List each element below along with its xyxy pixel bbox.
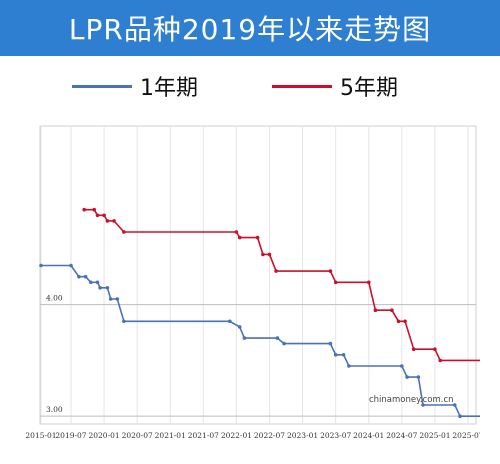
legend: 1年期 5年期 xyxy=(0,68,500,104)
data-point-1y xyxy=(333,353,338,357)
data-point-5y xyxy=(411,347,416,351)
x-tick-label: 2024-01 xyxy=(353,431,384,440)
data-point-1y xyxy=(69,263,73,268)
x-tick-label: 2021-01 xyxy=(155,431,186,440)
data-point-1y xyxy=(416,375,421,379)
data-point-5y xyxy=(333,280,338,285)
data-point-5y xyxy=(433,347,437,351)
data-point-5y xyxy=(95,213,100,218)
legend-item-1y: 1年期 xyxy=(72,68,198,104)
data-point-1y xyxy=(89,280,93,285)
data-point-5y xyxy=(102,213,106,218)
data-point-5y xyxy=(373,308,378,312)
data-point-1y xyxy=(39,263,43,268)
data-point-5y xyxy=(237,235,242,240)
data-point-5y xyxy=(267,252,272,257)
x-tick-label: 2024-07 xyxy=(386,431,417,440)
plot-frame xyxy=(39,125,477,425)
data-point-1y xyxy=(242,336,247,340)
data-point-1y xyxy=(228,319,232,324)
legend-label-5y: 5年期 xyxy=(340,76,398,101)
data-point-1y xyxy=(400,364,404,368)
data-point-5y xyxy=(92,207,96,212)
legend-swatch-5y xyxy=(272,84,332,88)
legend-label-1y: 1年期 xyxy=(140,76,198,101)
data-point-1y xyxy=(105,286,110,290)
data-point-1y xyxy=(122,319,126,324)
data-point-5y xyxy=(396,319,401,324)
data-point-1y xyxy=(77,274,81,279)
data-point-5y xyxy=(390,308,394,312)
data-point-5y xyxy=(122,230,126,234)
data-point-1y xyxy=(95,280,100,285)
x-tick-label: 2023-01 xyxy=(287,431,318,440)
legend-swatch-1y xyxy=(72,84,132,88)
data-point-5y xyxy=(403,319,407,324)
data-point-5y xyxy=(438,358,443,363)
x-tick-label: 2022-01 xyxy=(221,431,252,440)
y-tick-label: 3.00 xyxy=(46,405,63,414)
x-tick-label: 2021-07 xyxy=(188,431,219,440)
data-point-1y xyxy=(98,286,102,290)
data-point-1y xyxy=(421,403,425,407)
data-point-1y xyxy=(453,403,457,407)
x-tick-label: 2022-07 xyxy=(254,431,285,440)
y-tick-label: 4.00 xyxy=(46,294,63,303)
data-point-1y xyxy=(328,341,333,346)
data-point-5y xyxy=(82,207,86,212)
data-point-1y xyxy=(405,375,409,379)
data-point-5y xyxy=(274,269,278,273)
data-point-1y xyxy=(83,274,88,279)
data-point-1y xyxy=(458,414,462,419)
data-point-5y xyxy=(255,235,260,240)
data-point-1y xyxy=(282,341,286,346)
title-banner: LPR品种2019年以来走势图 xyxy=(0,0,500,56)
x-tick-label: 2015-01 xyxy=(25,431,56,440)
data-point-1y xyxy=(115,297,120,301)
x-tick-label: 2020-07 xyxy=(122,431,153,440)
watermark-text: chinamoney.com.cn xyxy=(369,395,454,405)
x-tick-label: 2019-07 xyxy=(55,431,86,440)
data-point-1y xyxy=(341,353,346,357)
data-point-1y xyxy=(275,336,280,340)
x-tick-label: 2025-07 xyxy=(452,431,480,440)
data-point-5y xyxy=(112,219,116,223)
chart-title: LPR品种2019年以来走势图 xyxy=(68,13,432,46)
data-point-5y xyxy=(261,252,265,257)
x-tick-label: 2020-01 xyxy=(88,431,119,440)
data-point-5y xyxy=(367,280,371,285)
data-point-5y xyxy=(234,230,239,234)
data-point-5y xyxy=(105,219,110,223)
data-point-1y xyxy=(347,364,351,368)
data-point-1y xyxy=(237,325,242,329)
x-tick-label: 2023-07 xyxy=(320,431,351,440)
legend-item-5y: 5年期 xyxy=(272,68,398,104)
data-point-5y xyxy=(328,269,333,273)
chart-area: 4.00 3.00 2015-01 2019-07 2020-01 2020-07 2021… xyxy=(24,118,494,460)
data-point-1y xyxy=(108,297,113,301)
x-tick-label: 2025-01 xyxy=(419,431,450,440)
